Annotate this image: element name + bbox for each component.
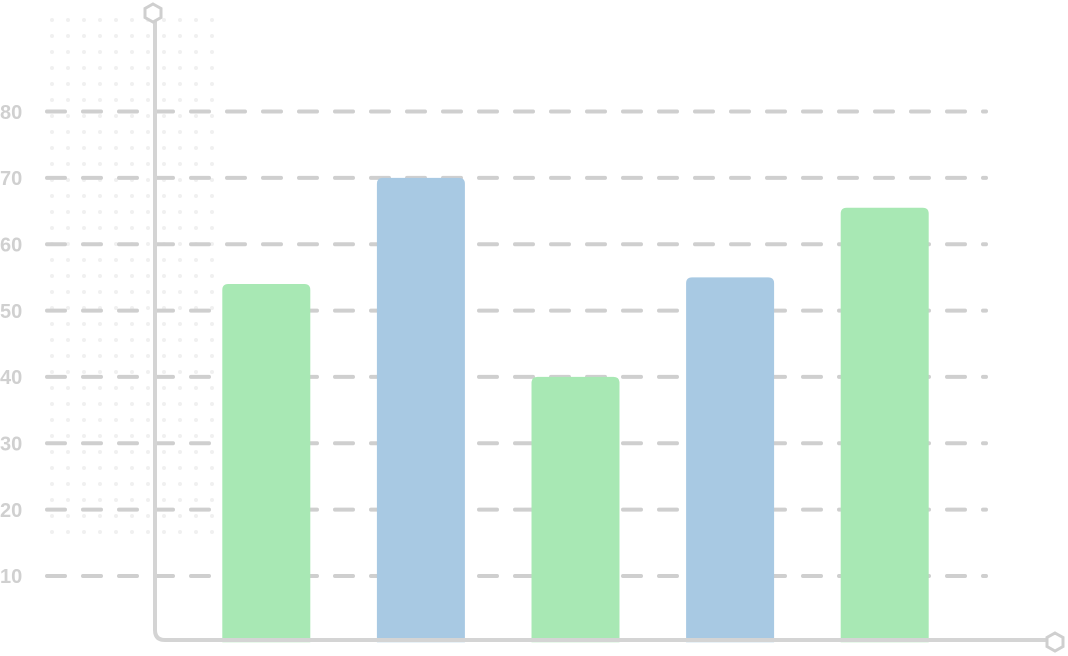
bar (222, 284, 311, 643)
y-tick-label: 10 (0, 566, 22, 588)
y-tick-label: 50 (0, 301, 22, 323)
y-tick-label: 70 (0, 168, 22, 190)
bar (840, 207, 929, 643)
axis-end-marker (1045, 631, 1065, 653)
y-tick-label: 40 (0, 367, 22, 389)
axis-end-marker (143, 2, 163, 24)
bar (531, 376, 620, 643)
y-tick-label: 80 (0, 102, 22, 124)
bar (686, 277, 775, 643)
y-tick-label: 60 (0, 234, 22, 256)
bar (376, 177, 465, 643)
y-tick-label: 20 (0, 500, 22, 522)
y-tick-label: 30 (0, 434, 22, 456)
dot-pattern (48, 6, 218, 546)
axes (153, 18, 1048, 642)
